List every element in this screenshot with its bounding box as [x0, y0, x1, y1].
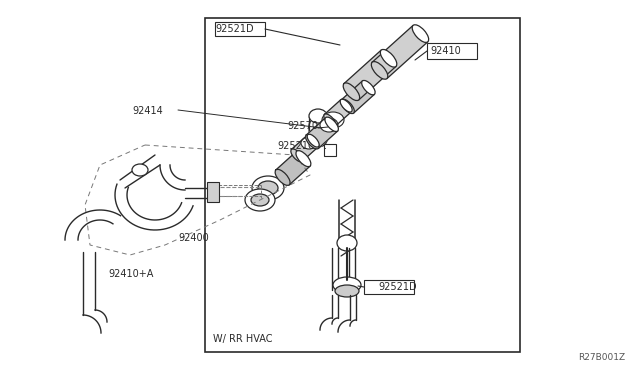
Ellipse shape — [320, 118, 338, 132]
Ellipse shape — [291, 149, 303, 162]
Text: 92570: 92570 — [287, 121, 318, 131]
Polygon shape — [307, 118, 338, 148]
Text: W/ RR HVAC: W/ RR HVAC — [213, 334, 273, 344]
Text: 92521D: 92521D — [215, 24, 253, 34]
Text: 92521D: 92521D — [378, 282, 417, 292]
Polygon shape — [344, 50, 396, 100]
Bar — [324, 144, 336, 156]
Text: 92521C: 92521C — [277, 141, 315, 151]
Polygon shape — [372, 25, 428, 78]
Ellipse shape — [245, 189, 275, 211]
Ellipse shape — [258, 181, 278, 195]
Text: R27B001Z: R27B001Z — [578, 353, 625, 362]
Bar — [215, 22, 265, 36]
Ellipse shape — [371, 62, 388, 79]
Ellipse shape — [132, 164, 148, 176]
Ellipse shape — [325, 117, 339, 132]
Bar — [309, 116, 327, 140]
Ellipse shape — [337, 235, 357, 251]
Ellipse shape — [343, 83, 360, 100]
Ellipse shape — [307, 134, 319, 147]
Ellipse shape — [301, 137, 317, 149]
Bar — [364, 280, 414, 294]
Text: 92414: 92414 — [132, 106, 163, 116]
Ellipse shape — [333, 277, 361, 293]
Ellipse shape — [309, 109, 327, 123]
Ellipse shape — [362, 80, 375, 95]
Ellipse shape — [309, 133, 327, 147]
Polygon shape — [342, 81, 374, 113]
Polygon shape — [324, 100, 351, 126]
Ellipse shape — [324, 114, 336, 127]
Ellipse shape — [380, 49, 397, 67]
Ellipse shape — [335, 285, 359, 297]
Ellipse shape — [252, 176, 284, 200]
Ellipse shape — [275, 169, 290, 185]
Text: 92410+A: 92410+A — [108, 269, 154, 279]
Bar — [205, 18, 520, 352]
Ellipse shape — [340, 99, 352, 112]
Ellipse shape — [296, 151, 311, 167]
Ellipse shape — [341, 99, 355, 113]
Ellipse shape — [412, 25, 429, 42]
Ellipse shape — [251, 194, 269, 206]
Bar — [427, 43, 477, 59]
Polygon shape — [291, 135, 319, 161]
Text: 92410: 92410 — [430, 46, 461, 56]
Ellipse shape — [322, 112, 344, 128]
Text: 92400: 92400 — [178, 233, 209, 243]
Ellipse shape — [309, 110, 327, 146]
Ellipse shape — [306, 135, 319, 149]
Polygon shape — [276, 151, 310, 185]
Bar — [207, 182, 219, 202]
